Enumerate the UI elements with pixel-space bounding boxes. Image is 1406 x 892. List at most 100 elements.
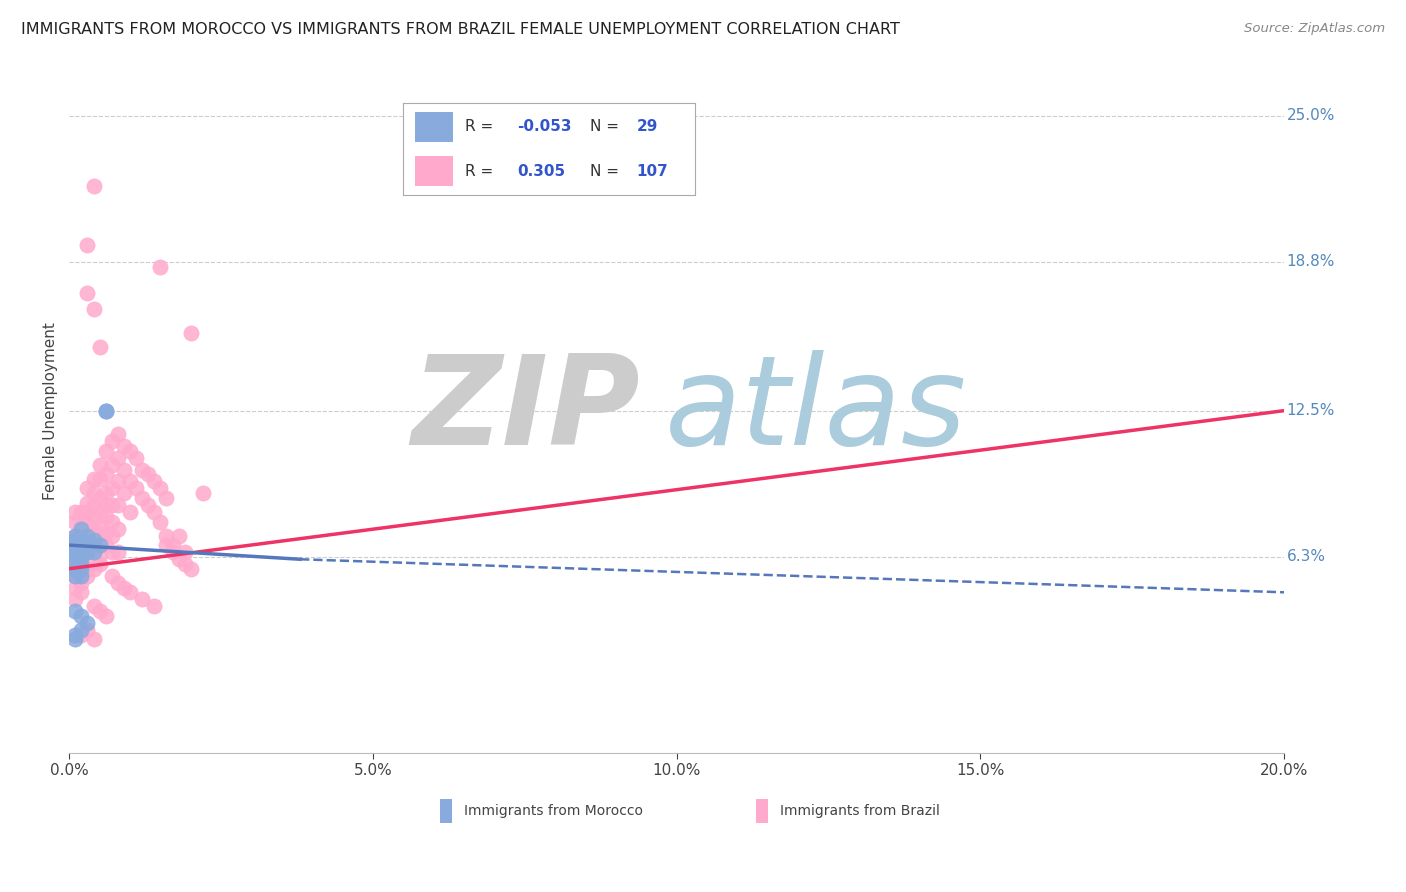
- Point: [65, 545, 87, 559]
- Point: [89, 538, 111, 552]
- Point: [131, 491, 153, 505]
- Point: [155, 529, 177, 543]
- Text: IMMIGRANTS FROM MOROCCO VS IMMIGRANTS FROM BRAZIL FEMALE UNEMPLOYMENT CORRELATIO: IMMIGRANTS FROM MOROCCO VS IMMIGRANTS FR…: [21, 22, 900, 37]
- Point: [83, 538, 105, 552]
- Point: [70, 557, 93, 571]
- Point: [167, 552, 190, 566]
- Point: [180, 326, 202, 340]
- Point: [76, 505, 98, 519]
- Text: 6.3%: 6.3%: [1286, 549, 1326, 565]
- Point: [70, 608, 93, 623]
- Point: [83, 509, 105, 524]
- Point: [118, 505, 141, 519]
- Point: [76, 549, 98, 564]
- Point: [89, 472, 111, 486]
- Point: [112, 462, 135, 476]
- Point: [100, 498, 122, 512]
- Point: [70, 549, 93, 564]
- Point: [70, 538, 93, 552]
- Point: [65, 549, 87, 564]
- Point: [100, 482, 122, 496]
- Point: [76, 529, 98, 543]
- Point: [76, 538, 98, 552]
- Point: [89, 533, 111, 548]
- Point: [107, 475, 129, 489]
- Point: [143, 505, 166, 519]
- Point: [76, 545, 98, 559]
- Point: [65, 628, 87, 642]
- Y-axis label: Female Unemployment: Female Unemployment: [44, 322, 58, 500]
- Point: [173, 545, 195, 559]
- Point: [94, 538, 117, 552]
- Point: [107, 450, 129, 465]
- Point: [83, 486, 105, 500]
- Point: [100, 529, 122, 543]
- Point: [76, 496, 98, 510]
- Text: Immigrants from Morocco: Immigrants from Morocco: [464, 804, 643, 818]
- Point: [65, 604, 87, 618]
- Text: ZIP: ZIP: [412, 351, 640, 471]
- Point: [89, 505, 111, 519]
- Point: [70, 623, 93, 637]
- Point: [155, 491, 177, 505]
- Point: [83, 179, 105, 194]
- Point: [76, 515, 98, 529]
- Point: [131, 462, 153, 476]
- Point: [70, 533, 93, 548]
- Point: [94, 486, 117, 500]
- Point: [83, 302, 105, 317]
- Point: [149, 260, 172, 274]
- Point: [125, 450, 148, 465]
- Point: [155, 538, 177, 552]
- Point: [65, 529, 87, 543]
- Point: [65, 545, 87, 559]
- Point: [70, 575, 93, 590]
- Point: [173, 557, 195, 571]
- Point: [65, 529, 87, 543]
- Point: [65, 555, 87, 569]
- Point: [76, 238, 98, 252]
- Bar: [755, 798, 768, 823]
- Point: [143, 475, 166, 489]
- Point: [136, 498, 159, 512]
- Point: [118, 475, 141, 489]
- Point: [65, 562, 87, 576]
- Point: [167, 529, 190, 543]
- Point: [65, 568, 87, 582]
- Point: [65, 538, 87, 552]
- Point: [107, 498, 129, 512]
- Point: [70, 529, 93, 543]
- Point: [162, 538, 184, 552]
- Point: [70, 562, 93, 576]
- Point: [83, 632, 105, 647]
- Point: [83, 562, 105, 576]
- Point: [70, 519, 93, 533]
- Point: [65, 557, 87, 571]
- Point: [107, 427, 129, 442]
- Text: Immigrants from Brazil: Immigrants from Brazil: [780, 804, 939, 818]
- Point: [89, 548, 111, 562]
- Point: [70, 505, 93, 519]
- Point: [70, 541, 93, 555]
- Point: [65, 515, 87, 529]
- Point: [125, 482, 148, 496]
- Point: [83, 522, 105, 536]
- Point: [107, 545, 129, 559]
- Point: [76, 538, 98, 552]
- Point: [65, 581, 87, 595]
- Point: [76, 285, 98, 300]
- Point: [131, 592, 153, 607]
- Point: [65, 533, 87, 548]
- Point: [65, 568, 87, 582]
- Point: [65, 505, 87, 519]
- Point: [100, 515, 122, 529]
- Point: [83, 545, 105, 559]
- Text: 25.0%: 25.0%: [1286, 108, 1336, 123]
- Point: [118, 443, 141, 458]
- Point: [76, 526, 98, 541]
- Point: [100, 434, 122, 449]
- Point: [65, 592, 87, 607]
- Point: [76, 562, 98, 576]
- Point: [191, 486, 214, 500]
- Point: [94, 403, 117, 417]
